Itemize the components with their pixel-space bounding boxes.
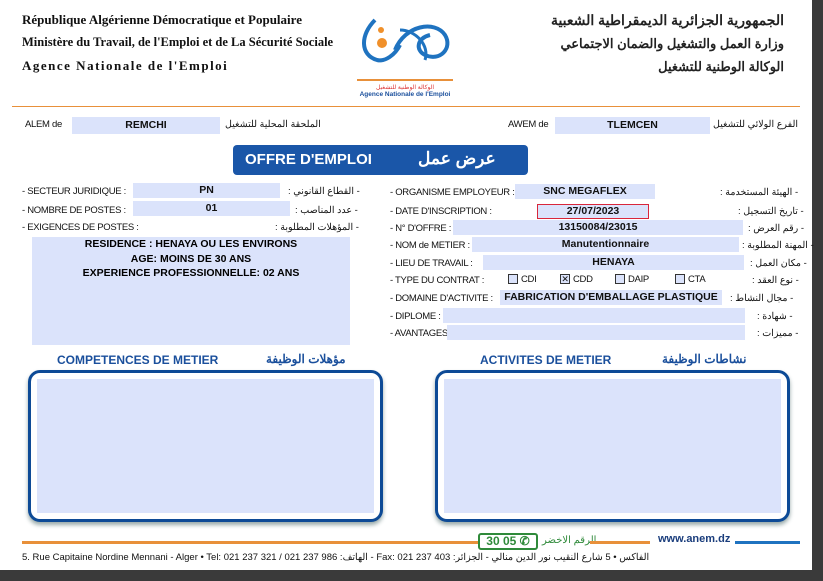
offre-ar-label: - رقم العرض :	[748, 223, 805, 234]
checkbox[interactable]	[675, 274, 685, 285]
activites-ar-heading: نشاطات الوظيفة	[662, 352, 747, 366]
contrat-ar-label: - نوع العقد :	[752, 275, 799, 286]
logo-french-text: Agence Nationale de l'Emploi	[359, 91, 451, 98]
header-ar-line1: الجمهورية الجزائرية الديمقراطية الشعبية	[550, 12, 784, 28]
exigence-line: AGE: MOINS DE 30 ANS	[130, 252, 252, 265]
contrat-label: - TYPE DU CONTRAT :	[390, 275, 485, 286]
header-ar-line2: وزارة العمل والتشغيل والضمان الاجتماعي	[560, 36, 784, 51]
org-label: - ORGANISME EMPLOYEUR :	[390, 187, 515, 198]
exigences-ar-label: - المؤهلات المطلوبة :	[275, 222, 359, 233]
contrat-cdi[interactable]: CDI	[508, 274, 537, 285]
metier-ar-label: - المهنة المطلوبة :	[742, 240, 814, 251]
awem-field[interactable]: TLEMCEN	[555, 117, 710, 134]
exigences-field[interactable]: RESIDENCE : HENAYA OU LES ENVIRONS AGE: …	[32, 237, 350, 345]
alem-field[interactable]: REMCHI	[72, 117, 220, 134]
secteur-label: - SECTEUR JURIDIQUE :	[22, 186, 127, 197]
awem-label: AWEM de	[508, 119, 549, 130]
header-fr-line1: République Algérienne Démocratique et Po…	[22, 12, 302, 27]
diplome-ar-label: - شهادة :	[757, 311, 793, 322]
lieu-ar-label: - مكان العمل :	[750, 258, 807, 269]
avantages-ar-label: - مميزات :	[757, 328, 799, 339]
org-field[interactable]: SNC MEGAFLEX	[515, 184, 655, 199]
activites-box[interactable]	[435, 370, 790, 522]
metier-label: - NOM de METIER :	[390, 240, 470, 251]
competences-ar-heading: مؤهلات الوظيفة	[266, 352, 346, 366]
contrat-cta-label: CTA	[688, 274, 706, 285]
postes-ar-label: - عدد المناصب :	[295, 205, 358, 216]
green-number: 30 05	[486, 534, 517, 548]
diplome-field[interactable]	[443, 308, 745, 323]
green-number-badge: 30 05 ✆	[478, 533, 538, 550]
postes-field[interactable]: 01	[133, 201, 290, 216]
secteur-ar-label: - القطاع القانوني :	[288, 186, 360, 197]
logo-emblem-icon	[362, 18, 450, 63]
domaine-label: - DOMAINE D'ACTIVITE :	[390, 293, 493, 304]
title-fr: OFFRE D'EMPLOI	[245, 151, 372, 168]
header-divider	[12, 106, 800, 107]
domaine-ar-label: - مجال النشاط :	[730, 293, 794, 304]
job-offer-document: République Algérienne Démocratique et Po…	[0, 0, 814, 570]
competences-box[interactable]	[28, 370, 383, 522]
footer-address: 5. Rue Capitaine Nordine Mennani - Alger…	[22, 552, 650, 563]
contrat-daip-label: DAIP	[628, 274, 649, 285]
lieu-label: - LIEU DE TRAVAIL :	[390, 258, 473, 269]
footer-line-orange-short	[590, 541, 650, 544]
secteur-field[interactable]: PN	[133, 183, 280, 198]
footer-line-blue	[735, 541, 800, 544]
phone-icon: ✆	[519, 534, 530, 548]
logo-arabic-text: الوكالة الوطنية للتشغيل	[375, 85, 435, 91]
offre-label: - N° D'OFFRE :	[390, 223, 452, 234]
anem-logo: الوكالة الوطنية للتشغيل Agence Nationale…	[355, 10, 455, 98]
metier-field[interactable]: Manutentionnaire	[472, 237, 739, 252]
alem-ar-label: الملحقة المحلية للتشغيل	[225, 119, 321, 130]
contrat-cdd-label: CDD	[573, 274, 593, 285]
header-ar-line3: الوكالة الوطنية للتشغيل	[658, 59, 784, 74]
competences-heading: COMPETENCES DE METIER	[57, 353, 219, 367]
avantages-field[interactable]	[447, 325, 745, 340]
website-link[interactable]: www.anem.dz	[658, 533, 731, 545]
lieu-field[interactable]: HENAYA	[483, 255, 744, 270]
postes-label: - NOMBRE DE POSTES :	[22, 205, 126, 216]
date-label: - DATE D'INSCRIPTION :	[390, 206, 492, 217]
contrat-cdi-label: CDI	[521, 274, 537, 285]
exigence-line: EXPERIENCE PROFESSIONNELLE: 02 ANS	[82, 267, 300, 279]
diplome-label: - DIPLOME :	[390, 311, 441, 322]
checkbox-checked[interactable]: ✕	[560, 274, 570, 285]
awem-ar-label: الفرع الولائي للتشغيل	[713, 119, 798, 130]
date-field[interactable]: 27/07/2023	[537, 204, 649, 219]
contrat-cdd[interactable]: ✕ CDD	[560, 274, 593, 285]
org-ar-label: - الهيئة المستخدمة :	[720, 187, 799, 198]
title-ar: عرض عمل	[418, 149, 496, 168]
exigence-line: RESIDENCE : HENAYA OU LES ENVIRONS	[84, 238, 298, 250]
title-banner: OFFRE D'EMPLOI عرض عمل	[233, 145, 528, 175]
header-fr-line2: Ministère du Travail, de l'Emploi et de …	[22, 35, 334, 49]
date-ar-label: - تاريخ التسجيل :	[738, 206, 804, 217]
footer-line-orange	[22, 541, 478, 544]
domaine-field[interactable]: FABRICATION D'EMBALLAGE PLASTIQUE	[500, 290, 722, 305]
offre-field[interactable]: 13150084/23015	[453, 220, 743, 235]
contrat-cta[interactable]: CTA	[675, 274, 706, 285]
exigences-label: - EXIGENCES DE POSTES :	[22, 222, 139, 233]
green-number-label: الرقم الاخضر	[542, 535, 597, 546]
header-fr-line3: Agence Nationale de l'Emploi	[22, 58, 229, 73]
alem-label: ALEM de	[25, 119, 62, 130]
activites-heading: ACTIVITES DE METIER	[480, 353, 612, 367]
checkbox[interactable]	[508, 274, 518, 285]
checkbox[interactable]	[615, 274, 625, 285]
contrat-daip[interactable]: DAIP	[615, 274, 649, 285]
avantages-label: - AVANTAGES :	[390, 328, 453, 339]
